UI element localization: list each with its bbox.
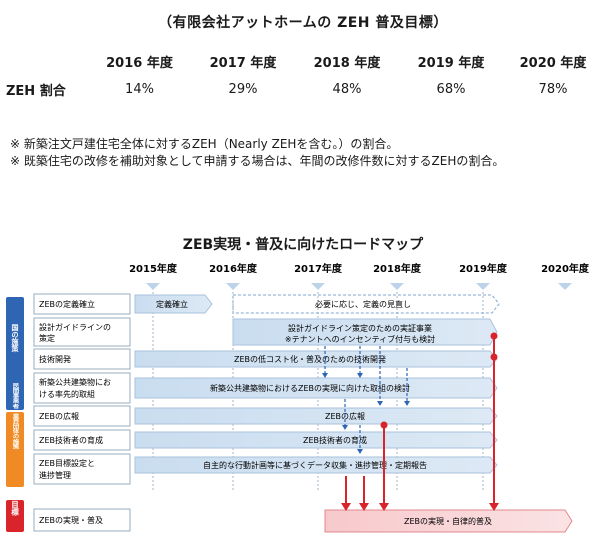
group-bar-goal: [6, 500, 24, 532]
year-label: 2020年度: [541, 262, 590, 275]
bar-targets-label: 自主的な行動計画等に基づくデータ収集・進捗管理・定期報告: [203, 460, 427, 470]
row-label: ける率先的取組: [39, 389, 95, 399]
roadmap-title: ZEB実現・普及に向けたロードマップ: [182, 237, 424, 253]
year-axis: 2015年度 2016年度 2017年度 2018年度 2019年度 2020年…: [129, 262, 590, 290]
year-label: 2015年度: [129, 262, 178, 275]
year-label: 2018年度: [373, 262, 422, 275]
group-label-goal: 目標: [10, 500, 19, 517]
row-label: 設計ガイドラインの: [39, 322, 111, 332]
footnote: ※ 既築住宅の改修を補助対象として申請する場合は、年間の改修件数に対するZEHの…: [10, 154, 505, 168]
group-label-private: 民間事業者・業界団体の施策: [11, 383, 20, 450]
group-bars: 国の施策 民間事業者・業界団体の施策 目標: [6, 297, 24, 532]
timeline-bars: 定義確立 必要に応じ、定義の見直し 設計ガイドライン策定のための実証事業 ※テナ…: [134, 294, 573, 533]
year-header: 2018 年度: [313, 55, 381, 71]
bar-definition: [134, 294, 213, 314]
table-cell: 68%: [436, 81, 466, 97]
row-label: ZEBの広報: [39, 411, 79, 421]
bar-definition-label: 定義確立: [156, 299, 188, 309]
year-header: 2017 年度: [209, 55, 277, 71]
table-row: ZEH 割合 14% 29% 48% 68% 78%: [6, 74, 603, 104]
footnote: ※ 新築注文戸建住宅全体に対するZEH（Nearly ZEHを含む。）の割合。: [10, 137, 399, 151]
year-marker: [558, 283, 572, 290]
row-label-box: [33, 453, 131, 485]
row-label-box: [33, 293, 131, 315]
year-header: 2019 年度: [417, 55, 485, 71]
bar-public-label: 新築公共建築物におけるZEBの実現に向けた取組の検討: [210, 383, 410, 393]
bar-tech-label: ZEBの低コスト化・普及のための技術開発: [234, 354, 386, 364]
group-label-national: 国の施策: [11, 323, 20, 353]
row-label: ZEH 割合: [6, 83, 66, 99]
year-marker: [146, 283, 160, 290]
bar-goal: [324, 509, 573, 533]
row-label-box: [33, 348, 131, 370]
year-label: 2016年度: [209, 262, 258, 275]
year-label: 2019年度: [459, 262, 508, 275]
bar-training-label: ZEB技術者の育成: [303, 435, 367, 445]
table-cell: 48%: [332, 81, 362, 97]
red-milestones: [341, 332, 499, 511]
year-label: 2017年度: [294, 262, 343, 275]
table-header-row: 2016 年度 2017 年度 2018 年度 2019 年度 2020 年度: [6, 48, 603, 74]
row-label: 策定: [39, 333, 55, 343]
year-marker: [476, 283, 490, 290]
year-marker: [311, 283, 325, 290]
bar-review-label: 必要に応じ、定義の見直し: [315, 299, 411, 309]
row-label-box: [33, 429, 131, 451]
row-label: 新築公共建築物にお: [39, 377, 111, 387]
group-bar-private: [6, 412, 24, 487]
bar-review: [232, 294, 500, 314]
year-marker: [226, 283, 240, 290]
blue-connectors: [324, 346, 408, 452]
table-cell: 78%: [538, 81, 568, 97]
year-marker: [390, 283, 404, 290]
footnotes: ※ 新築注文戸建住宅全体に対するZEH（Nearly ZEHを含む。）の割合。 …: [10, 136, 504, 170]
zeh-target-table: 2016 年度 2017 年度 2018 年度 2019 年度 2020 年度 …: [6, 48, 603, 104]
table-cell: 29%: [228, 81, 258, 97]
bar-guideline-label: 設計ガイドライン策定のための実証事業: [288, 323, 432, 333]
group-bar-national: [6, 297, 24, 410]
table-cell: 14%: [125, 81, 154, 97]
row-label: ZEB目標設定と: [39, 458, 95, 468]
bar-guideline-note: ※テナントへのインセンティブ付与も検討: [285, 334, 435, 344]
row-label-box: [33, 317, 131, 347]
blue-arrowheads: [322, 373, 410, 454]
bar-goal-label: ZEBの実現・自律的普及: [404, 516, 492, 526]
row-label: ZEBの定義確立: [39, 299, 95, 309]
row-label-box: [33, 508, 131, 532]
year-header: 2016 年度: [106, 55, 173, 71]
zeh-target-title: （有限会社アットホームの ZEH 普及目標）: [158, 15, 448, 31]
row-label: 技術開発: [39, 354, 71, 364]
bar-pr: [134, 407, 498, 425]
row-labels: ZEBの定義確立 設計ガイドラインの 策定 技術開発 新築公共建築物にお ける率…: [33, 293, 131, 532]
row-label: ZEB技術者の育成: [39, 435, 103, 445]
year-header: 2020 年度: [519, 55, 587, 71]
row-label-box: [33, 405, 131, 427]
row-label: ZEBの実現・普及: [39, 515, 103, 525]
row-label: 進捗管理: [39, 470, 71, 480]
row-label-box: [33, 372, 131, 404]
